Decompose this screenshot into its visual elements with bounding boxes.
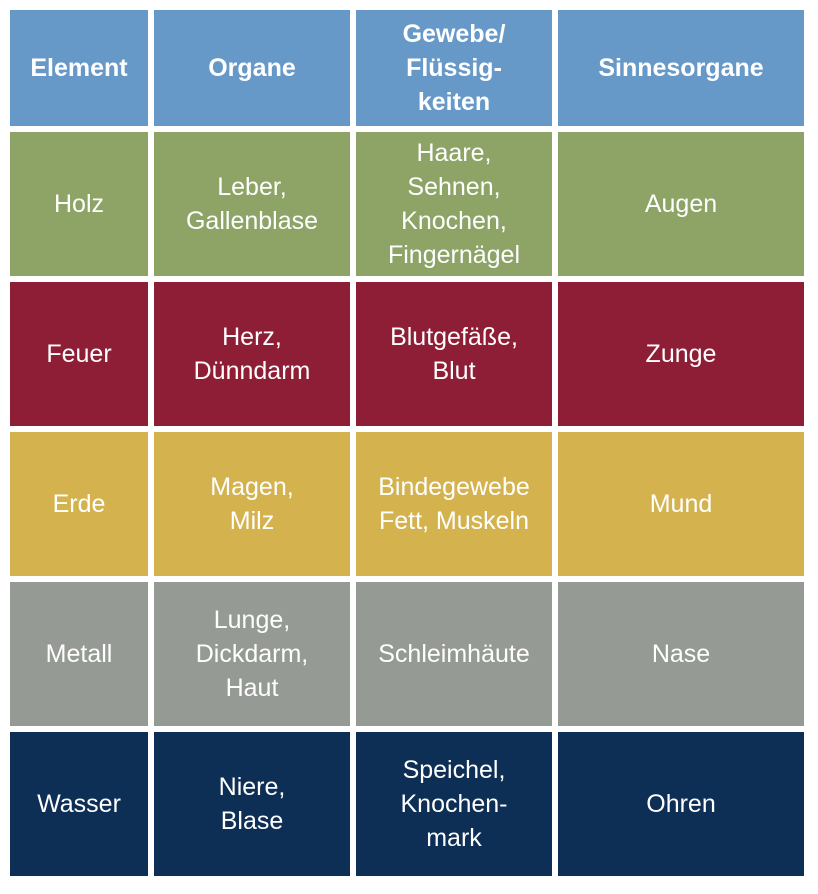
cell-erde-sinnesorgan: Mund — [558, 432, 804, 576]
cell-wasser-sinnesorgan: Ohren — [558, 732, 804, 876]
header-sinnesorgane: Sinnesorgane — [558, 10, 804, 126]
cell-erde-gewebe: Bindegewebe Fett, Muskeln — [356, 432, 552, 576]
cell-holz-sinnesorgan: Augen — [558, 132, 804, 276]
cell-holz-gewebe: Haare, Sehnen, Knochen, Fingernägel — [356, 132, 552, 276]
cell-wasser-element: Wasser — [10, 732, 148, 876]
cell-feuer-element: Feuer — [10, 282, 148, 426]
elements-table: Element Organe Gewebe/ Flüssig- keiten S… — [10, 10, 804, 876]
cell-feuer-sinnesorgan: Zunge — [558, 282, 804, 426]
header-gewebe: Gewebe/ Flüssig- keiten — [356, 10, 552, 126]
cell-feuer-organe: Herz, Dünndarm — [154, 282, 350, 426]
cell-wasser-gewebe: Speichel, Knochen- mark — [356, 732, 552, 876]
cell-holz-element: Holz — [10, 132, 148, 276]
cell-metall-organe: Lunge, Dickdarm, Haut — [154, 582, 350, 726]
cell-metall-gewebe: Schleimhäute — [356, 582, 552, 726]
cell-metall-element: Metall — [10, 582, 148, 726]
cell-erde-organe: Magen, Milz — [154, 432, 350, 576]
header-organe: Organe — [154, 10, 350, 126]
cell-metall-sinnesorgan: Nase — [558, 582, 804, 726]
cell-feuer-gewebe: Blutgefäße, Blut — [356, 282, 552, 426]
cell-erde-element: Erde — [10, 432, 148, 576]
cell-wasser-organe: Niere, Blase — [154, 732, 350, 876]
cell-holz-organe: Leber, Gallenblase — [154, 132, 350, 276]
header-element: Element — [10, 10, 148, 126]
